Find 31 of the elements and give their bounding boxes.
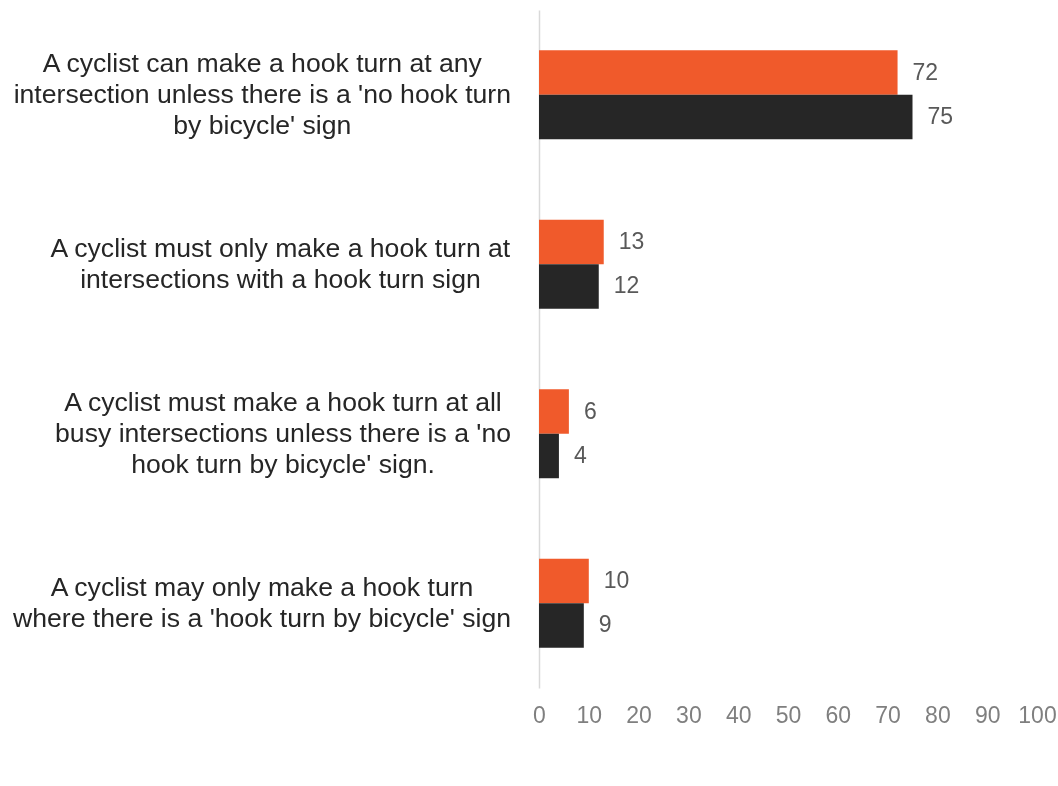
x-tick-label: 90	[974, 701, 1001, 728]
bar	[539, 389, 569, 434]
bar	[539, 264, 599, 309]
data-label: 13	[618, 228, 645, 254]
y-tick-label: A cyclist can make a hook turn at any intersection unless there is a 'no hook turn by bicycle' sign	[13, 47, 512, 140]
data-label: 10	[603, 567, 630, 593]
bar	[539, 603, 584, 648]
bar	[539, 558, 589, 604]
y-tick-label: A cyclist must make a hook turn at all busy intersections unless there is a 'no hook turn by bicycle' sign.	[55, 386, 511, 479]
x-tick-label: 70	[875, 701, 901, 728]
x-tick-label: 30	[676, 701, 702, 728]
x-tick-label: 10	[576, 701, 603, 728]
x-tick-label: 50	[775, 701, 802, 728]
y-tick-label: A cyclist must only make a hook turn at intersections with a hook turn sign	[50, 232, 511, 294]
data-label: 4	[573, 442, 587, 468]
data-label: 75	[927, 103, 954, 129]
bar	[539, 433, 559, 479]
bar	[539, 219, 604, 265]
y-tick-label: A cyclist may only make a hook turn where there is a 'hook turn by bicycle' sign	[12, 571, 512, 633]
x-tick-label: 0	[533, 701, 546, 728]
x-tick-label: 20	[626, 701, 652, 728]
bar	[539, 94, 913, 140]
x-tick-label: 80	[925, 701, 951, 728]
bar	[539, 50, 898, 95]
x-tick-label: 100	[1018, 701, 1057, 728]
x-tick-label: 40	[725, 701, 752, 728]
data-label: 72	[912, 58, 939, 85]
x-tick-label: 60	[825, 701, 852, 728]
data-label: 6	[583, 397, 597, 424]
data-label: 9	[598, 611, 612, 638]
data-label: 12	[613, 272, 640, 299]
